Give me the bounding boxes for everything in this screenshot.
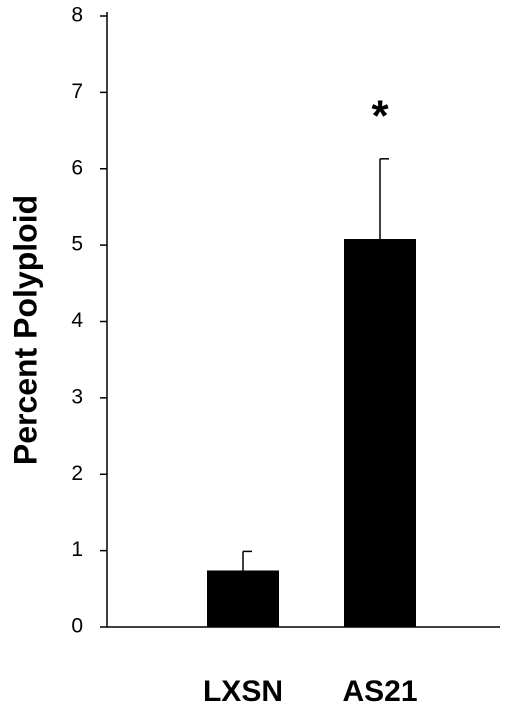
annotation: * <box>371 91 389 140</box>
y-tick-label: 7 <box>71 80 83 103</box>
bar <box>207 570 279 627</box>
y-tick-label: 3 <box>71 385 83 408</box>
y-tick-label: 0 <box>71 615 83 638</box>
x-tick-label: AS21 <box>342 675 417 708</box>
x-tick-label: LXSN <box>203 675 283 708</box>
y-tick-label: 5 <box>71 233 83 256</box>
y-tick-label: 1 <box>71 538 83 561</box>
bar <box>344 239 416 627</box>
y-tick-label: 2 <box>71 462 83 485</box>
y-tick-label: 8 <box>71 4 83 27</box>
y-axis-label: Percent Polyploid <box>7 195 43 465</box>
y-tick-label: 6 <box>71 156 83 179</box>
y-tick-label: 4 <box>71 309 83 332</box>
